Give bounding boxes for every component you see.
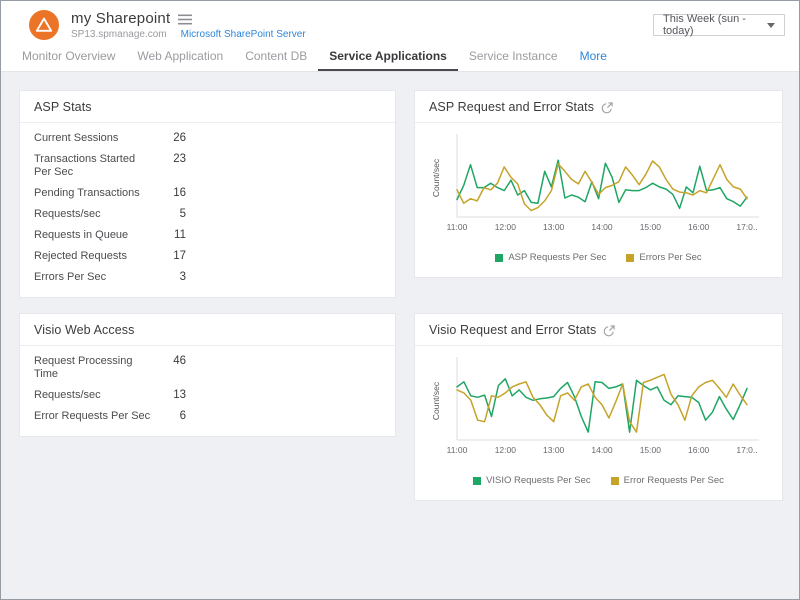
tab-more[interactable]: More (579, 49, 607, 63)
asp-chart-panel: ASP Request and Error Stats Count/sec 11:… (414, 90, 783, 278)
svg-text:14:00: 14:00 (591, 222, 613, 232)
stat-row-requests-per-sec: Requests/sec 5 (34, 204, 381, 225)
svg-text:16:00: 16:00 (688, 445, 710, 455)
visio-chart-title: Visio Request and Error Stats (429, 323, 597, 337)
svg-text:16:00: 16:00 (688, 222, 710, 232)
svg-text:15:00: 15:00 (640, 445, 662, 455)
stat-row-current-sessions: Current Sessions 26 (34, 128, 381, 149)
chevron-down-icon (767, 22, 775, 28)
stat-value: 5 (179, 208, 186, 220)
stat-value: 23 (173, 153, 186, 165)
header: my Sharepoint SP13.spmanage.com Microsof… (1, 1, 799, 72)
legend-item-error-requests[interactable]: Error Requests Per Sec (610, 475, 724, 486)
asp-chart-plot: Count/sec 11:00 12:00 13:00 14:00 15:00 16:00 1… (431, 134, 759, 232)
legend-label: Errors Per Sec (639, 252, 702, 263)
tab-web-application[interactable]: Web Application (137, 49, 224, 63)
visio-chart-panel: Visio Request and Error Stats Count/sec 1… (414, 313, 783, 501)
tab-service-applications[interactable]: Service Applications (318, 49, 458, 71)
tab-content-db[interactable]: Content DB (245, 49, 308, 63)
stat-label: Current Sessions (34, 132, 119, 144)
stat-label: Requests/sec (34, 389, 101, 401)
visio-chart-legend: VISIO Requests Per Sec Error Requests Pe… (415, 475, 782, 486)
legend-item-errors[interactable]: Errors Per Sec (626, 252, 702, 263)
stat-label: Request Processing Time (34, 355, 133, 380)
header-top: my Sharepoint SP13.spmanage.com Microsof… (1, 1, 799, 49)
asp-stats-title: ASP Stats (34, 100, 92, 114)
svg-text:13:00: 13:00 (543, 222, 565, 232)
visio-chart: Count/sec 11:00 12:00 13:00 14:00 15:00 16:00 1… (415, 346, 782, 469)
stat-value: 13 (173, 389, 186, 401)
stat-row-pending-transactions: Pending Transactions 16 (34, 183, 381, 204)
svg-text:17:0..: 17:0.. (736, 222, 757, 232)
stat-value: 6 (179, 410, 186, 422)
stat-value: 17 (173, 250, 186, 262)
stat-row-rejected-requests: Rejected Requests 17 (34, 246, 381, 267)
asp-chart: Count/sec 11:00 12:00 13:00 14:00 15:00 16:00 1… (415, 123, 782, 246)
svg-text:15:00: 15:00 (640, 222, 662, 232)
visio-web-access-panel: Visio Web Access Request Processing Time… (19, 313, 396, 437)
svg-text:14:00: 14:00 (591, 445, 613, 455)
monitor-status-icon (29, 10, 59, 40)
time-range-select[interactable]: This Week (sun - today) (653, 13, 785, 37)
stat-value: 26 (173, 132, 186, 144)
open-in-new-icon[interactable] (603, 324, 616, 337)
visio-web-access-title: Visio Web Access (34, 323, 135, 337)
stat-value: 11 (174, 229, 186, 241)
series-swatch-green (473, 476, 482, 485)
monitor-type-link[interactable]: Microsoft SharePoint Server (180, 29, 306, 40)
svg-text:17:0..: 17:0.. (736, 445, 757, 455)
monitor-menu-icon[interactable] (178, 14, 193, 25)
asp-stats-panel: ASP Stats Current Sessions 26 Transactio… (19, 90, 396, 298)
svg-text:Count/sec: Count/sec (431, 381, 441, 420)
stat-value: 46 (173, 355, 186, 367)
stat-row-request-processing-time: Request Processing Time 46 (34, 351, 381, 385)
monitor-name: my Sharepoint (71, 10, 171, 27)
monitor-host: SP13.spmanage.com (71, 29, 167, 40)
series-swatch-yellow (610, 476, 619, 485)
svg-text:12:00: 12:00 (495, 222, 517, 232)
tab-bar: Monitor Overview Web Application Content… (1, 49, 799, 72)
stat-label: Rejected Requests (34, 250, 127, 262)
legend-label: VISIO Requests Per Sec (486, 475, 591, 486)
svg-text:13:00: 13:00 (543, 445, 565, 455)
stat-row-transactions-started: Transactions Started Per Sec 23 (34, 149, 381, 183)
svg-text:11:00: 11:00 (447, 222, 468, 232)
asp-chart-title: ASP Request and Error Stats (429, 100, 595, 114)
stat-label: Errors Per Sec (34, 271, 107, 283)
visio-chart-plot: Count/sec 11:00 12:00 13:00 14:00 15:00 16:00 1… (431, 357, 759, 455)
legend-item-visio-requests[interactable]: VISIO Requests Per Sec (473, 475, 591, 486)
tab-service-instance[interactable]: Service Instance (468, 49, 558, 63)
stat-label: Requests/sec (34, 208, 101, 220)
monitor-title-block: my Sharepoint SP13.spmanage.com Microsof… (71, 10, 306, 40)
stat-row-requests-in-queue: Requests in Queue 11 (34, 225, 381, 246)
stat-value: 3 (179, 271, 186, 283)
series-swatch-green (495, 253, 504, 262)
tab-monitor-overview[interactable]: Monitor Overview (22, 49, 116, 63)
stat-row-error-requests-per-sec: Error Requests Per Sec 6 (34, 406, 381, 427)
stat-value: 16 (173, 187, 186, 199)
svg-text:Count/sec: Count/sec (431, 158, 441, 197)
stat-row-errors-per-sec: Errors Per Sec 3 (34, 267, 381, 288)
legend-label: ASP Requests Per Sec (508, 252, 607, 263)
svg-text:11:00: 11:00 (447, 445, 468, 455)
legend-label: Error Requests Per Sec (623, 475, 724, 486)
stat-label: Transactions Started Per Sec (34, 153, 136, 178)
dashboard-grid: ASP Stats Current Sessions 26 Transactio… (1, 72, 799, 519)
stat-row-visio-requests-per-sec: Requests/sec 13 (34, 385, 381, 406)
stat-label: Requests in Queue (34, 229, 129, 241)
legend-item-asp-requests[interactable]: ASP Requests Per Sec (495, 252, 606, 263)
series-swatch-yellow (626, 253, 635, 262)
time-range-value: This Week (sun - today) (663, 13, 746, 37)
svg-text:12:00: 12:00 (495, 445, 517, 455)
stat-label: Error Requests Per Sec (34, 410, 151, 422)
stat-label: Pending Transactions (34, 187, 140, 199)
asp-chart-legend: ASP Requests Per Sec Errors Per Sec (415, 252, 782, 263)
open-in-new-icon[interactable] (601, 101, 613, 114)
